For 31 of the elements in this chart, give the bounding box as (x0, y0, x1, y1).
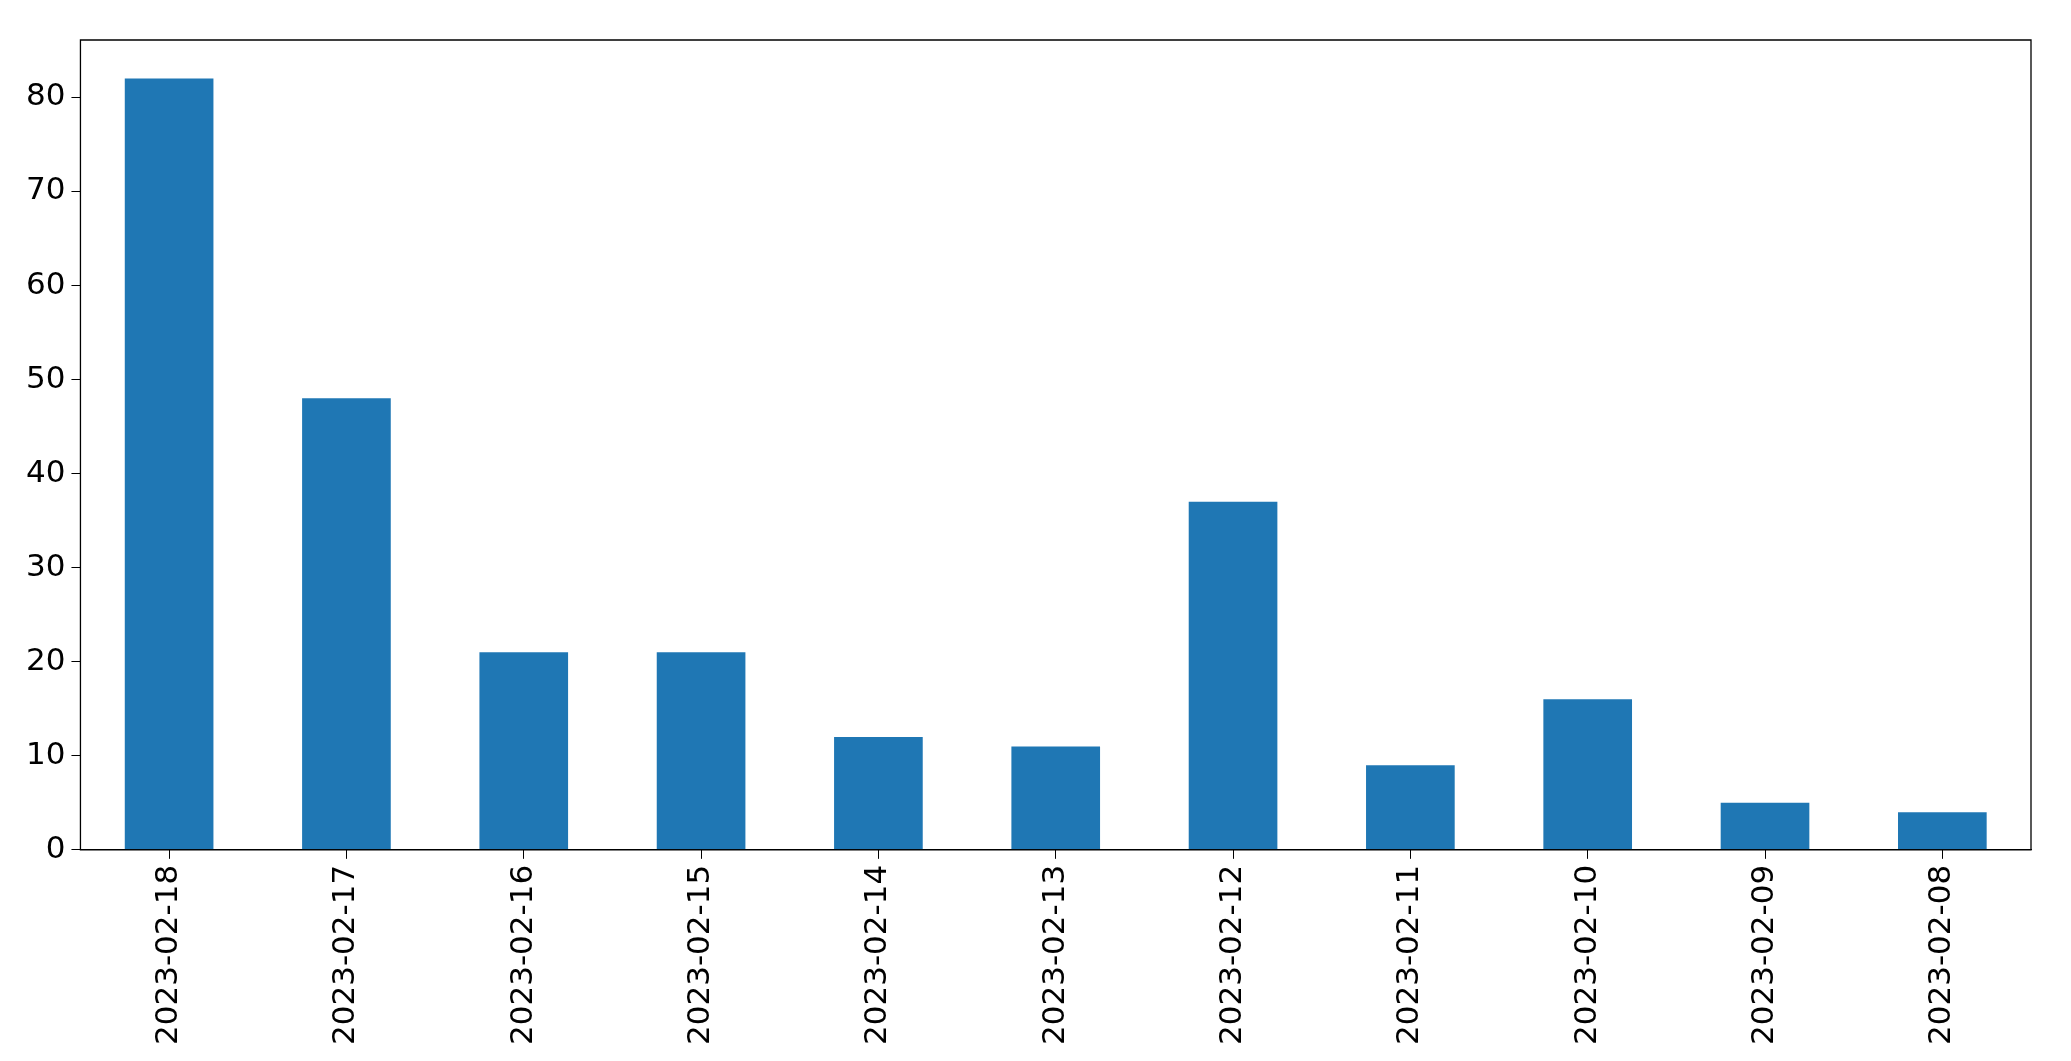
bar (1366, 765, 1455, 850)
bar (302, 398, 391, 850)
x-tick-label: 2023-02-12 (1212, 864, 1249, 1046)
x-tick-label: 2023-02-10 (1566, 864, 1603, 1046)
y-tick-label: 30 (25, 546, 66, 583)
y-tick-label: 50 (25, 358, 66, 395)
x-tick-label: 2023-02-13 (1034, 864, 1071, 1046)
bar (1898, 812, 1987, 850)
x-tick-label: 2023-02-09 (1744, 864, 1781, 1046)
bar (1720, 802, 1810, 850)
bar (124, 78, 214, 850)
y-tick-label: 0 (45, 828, 66, 865)
y-tick-label: 40 (25, 452, 66, 489)
bar (479, 652, 569, 850)
x-tick-label: 2023-02-11 (1389, 864, 1426, 1046)
y-tick-label: 20 (25, 640, 66, 677)
x-tick-label: 2023-02-08 (1921, 864, 1958, 1046)
x-tick-label: 2023-02-18 (148, 864, 185, 1046)
x-tick-label: 2023-02-14 (857, 864, 894, 1046)
y-tick-label: 70 (25, 170, 66, 207)
x-tick-label: 2023-02-15 (680, 864, 717, 1046)
bar (1543, 699, 1633, 850)
y-tick-label: 60 (25, 264, 66, 301)
x-tick-label: 2023-02-17 (325, 864, 362, 1046)
x-tick-label: 2023-02-16 (502, 864, 539, 1046)
bar (1011, 746, 1101, 850)
bar (656, 652, 746, 850)
y-tick-label: 80 (25, 76, 66, 113)
y-tick-label: 10 (25, 734, 66, 771)
bar (1188, 501, 1278, 850)
bar (834, 736, 923, 850)
